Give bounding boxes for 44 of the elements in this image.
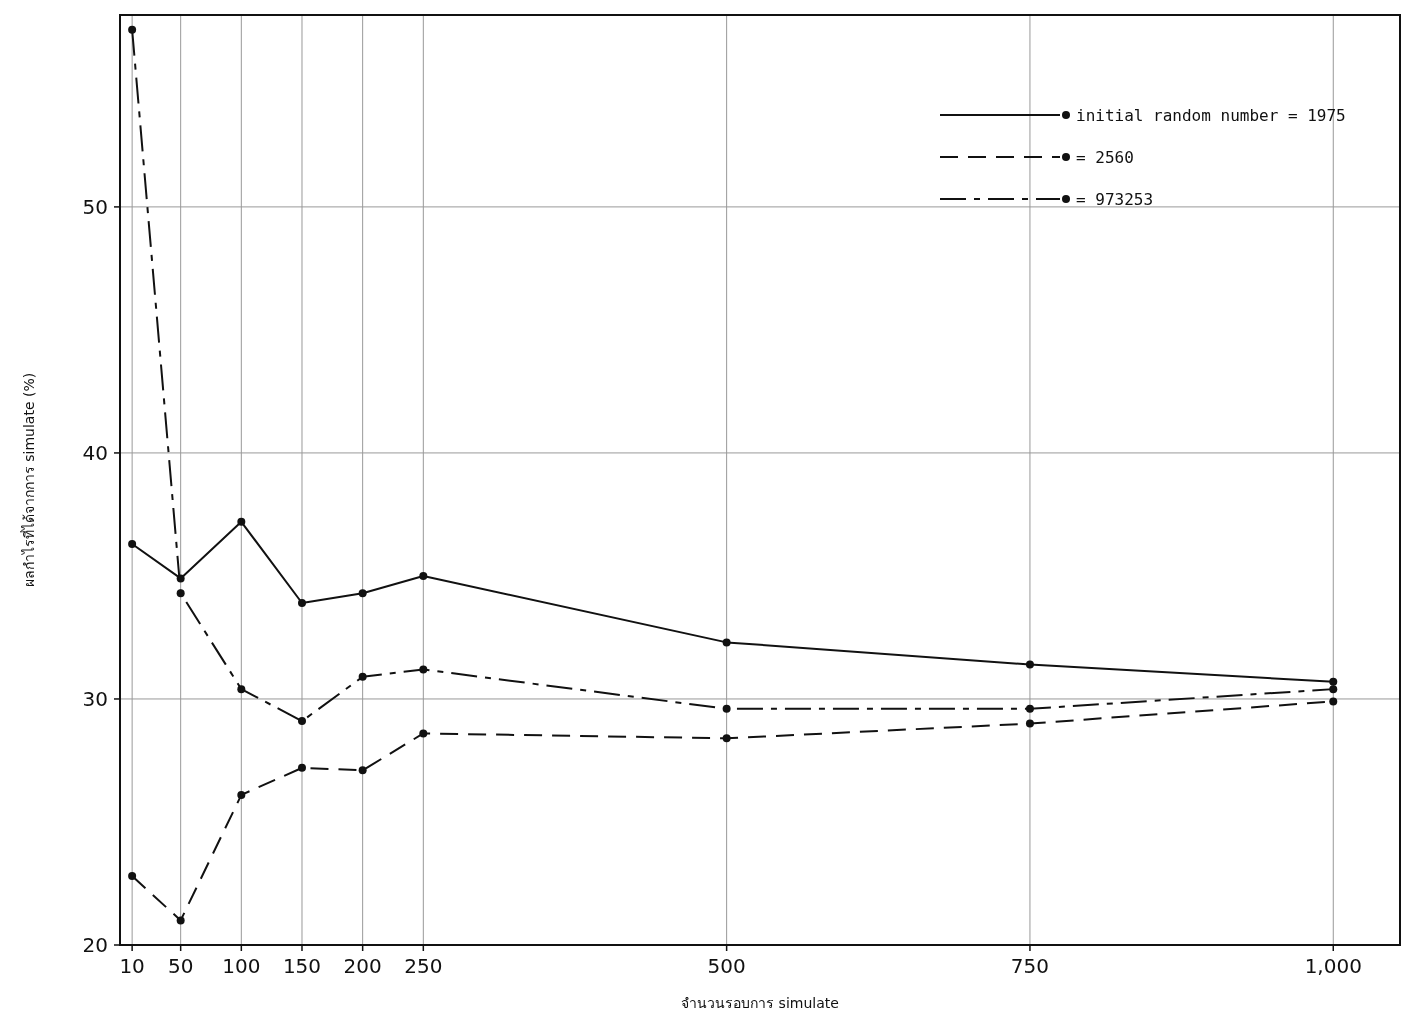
point [128, 872, 137, 881]
point [722, 734, 731, 743]
point [722, 638, 731, 647]
y-tick-label: 40 [82, 440, 108, 465]
y-axis-title: ผลกำไรที่ได้จากการ simulate (%) [20, 372, 37, 588]
point [419, 665, 428, 674]
point [1025, 660, 1034, 669]
point [297, 763, 306, 772]
point [419, 571, 428, 580]
y-tick-label: 30 [82, 686, 108, 711]
point [419, 729, 428, 738]
point [237, 517, 246, 526]
point [1329, 677, 1338, 686]
x-tick-label: 500 [707, 954, 746, 978]
point [358, 589, 367, 598]
x-tick-label: 750 [1010, 954, 1050, 978]
point [1025, 704, 1034, 713]
point [176, 589, 185, 598]
x-tick-label: 50 [167, 954, 194, 978]
point [237, 685, 246, 694]
y-tick-label: 20 [82, 933, 108, 957]
point [1329, 697, 1338, 706]
x-tick-label: 250 [404, 954, 443, 978]
point [1025, 719, 1034, 728]
x-tick-label: 10 [119, 954, 145, 978]
point [297, 717, 306, 726]
point [176, 916, 185, 925]
y-tick-label: 50 [82, 194, 108, 219]
point [128, 539, 137, 548]
legend-label: initial random number = 1975 [1076, 106, 1346, 125]
legend-label: = 973253 [1076, 190, 1154, 209]
point [237, 790, 246, 799]
point [358, 672, 367, 681]
point [1329, 685, 1338, 694]
x-axis-title: จำนวนรอบการ simulate [681, 995, 839, 1011]
x-tick-label: 150 [282, 954, 322, 978]
x-tick-label: 200 [343, 954, 382, 978]
point [128, 25, 137, 34]
point [722, 704, 731, 713]
x-tick-label: 1,000 [1304, 954, 1362, 978]
point [358, 766, 367, 775]
legend-label: = 2560 [1076, 148, 1134, 167]
x-tick-label: 100 [222, 954, 261, 978]
point [297, 599, 306, 608]
